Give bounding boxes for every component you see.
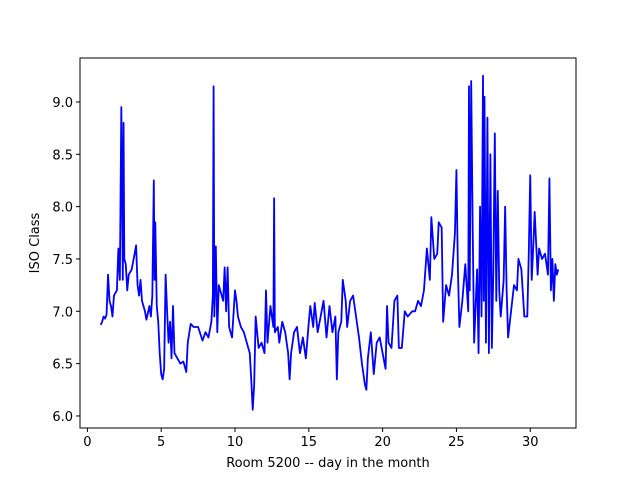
data-line — [99, 74, 560, 411]
x-tick-label: 0 — [83, 435, 91, 450]
y-tick-label: 9.0 — [52, 96, 73, 111]
x-tick-label: 5 — [157, 435, 165, 450]
y-tick-label: 8.0 — [52, 201, 73, 216]
y-tick-label: 7.0 — [52, 305, 73, 320]
y-tick-label: 8.5 — [52, 148, 73, 163]
x-tick-label: 10 — [227, 435, 244, 450]
x-tick-label: 15 — [301, 435, 318, 450]
x-tick-label: 25 — [448, 435, 465, 450]
y-tick-label: 7.5 — [52, 253, 73, 268]
y-tick-label: 6.5 — [52, 358, 73, 373]
y-axis-label: ISO Class — [28, 212, 43, 273]
y-tick-label: 6.0 — [52, 410, 73, 425]
plot-frame — [79, 57, 577, 429]
x-tick-label: 20 — [374, 435, 391, 450]
x-tick-label: 30 — [522, 435, 539, 450]
x-axis-label: Room 5200 -- day in the month — [226, 456, 430, 471]
